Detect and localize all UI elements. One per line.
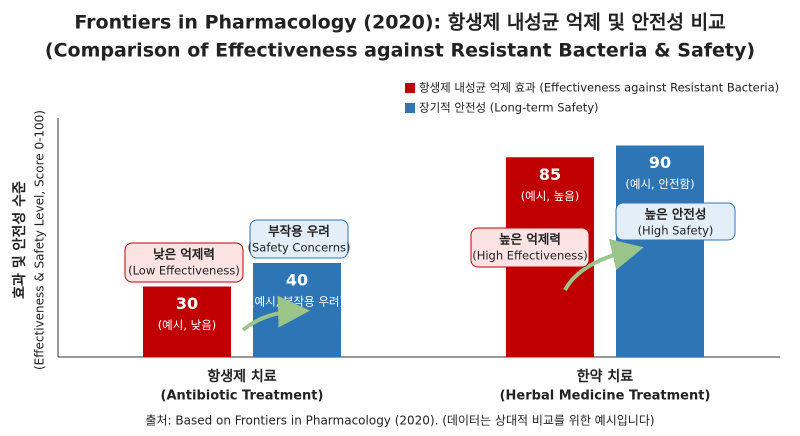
annotation-box — [249, 219, 349, 259]
annotation-text: 낮은 억제력 — [153, 247, 215, 262]
legend-label: 장기적 안전성 (Long-term Safety) — [419, 101, 599, 115]
chart-subtitle: (Comparison of Effectiveness against Res… — [45, 40, 755, 62]
arrow — [563, 238, 644, 291]
legend-swatch — [405, 83, 415, 93]
x-tick-label-note: (Antibiotic Treatment) — [161, 389, 324, 404]
x-tick-label: 항생제 치료 — [207, 368, 276, 385]
annotation-text: 높은 안전성 — [645, 207, 707, 222]
annotation-subtext: (Low Effectiveness) — [128, 264, 240, 278]
legend-label: 항생제 내성균 억제 효과 (Effectiveness against Res… — [419, 81, 779, 95]
annotation-box — [124, 242, 244, 283]
arrow — [241, 295, 310, 332]
data-label: 40 — [286, 271, 308, 290]
x-tick-label: 한약 치료 — [577, 368, 634, 385]
bar — [143, 286, 231, 357]
x-tick-label-note: (Herbal Medicine Treatment) — [500, 389, 711, 404]
annotation-text: 부작용 우려 — [268, 224, 330, 239]
data-label-note: (예시, 낮음) — [158, 318, 217, 332]
chart-title: Frontiers in Pharmacology (2020): 항생제 내성… — [74, 12, 725, 34]
annotation-subtext: (Safety Concerns) — [248, 241, 351, 255]
data-label: 85 — [539, 165, 561, 184]
annotation-subtext: (High Safety) — [638, 224, 714, 238]
data-label-note: (예시, 부작용 우려) — [250, 295, 344, 309]
legend-swatch — [405, 103, 415, 113]
y-axis-label-note: (Effectiveness & Safety Level, Score 0-1… — [33, 110, 47, 370]
data-label: 90 — [649, 153, 671, 172]
annotation-box — [470, 227, 590, 268]
y-axis-label: 효과 및 안전성 수준 — [11, 181, 28, 299]
annotation-box — [615, 202, 736, 241]
data-label-note: (예시, 높음) — [521, 189, 580, 203]
data-label: 30 — [176, 294, 198, 313]
source-note: 출처: Based on Frontiers in Pharmacology (… — [145, 414, 654, 428]
annotation-text: 높은 억제력 — [499, 232, 561, 247]
data-label-note: (예시, 안전함) — [625, 177, 694, 191]
annotation-subtext: (High Effectiveness) — [472, 249, 588, 263]
